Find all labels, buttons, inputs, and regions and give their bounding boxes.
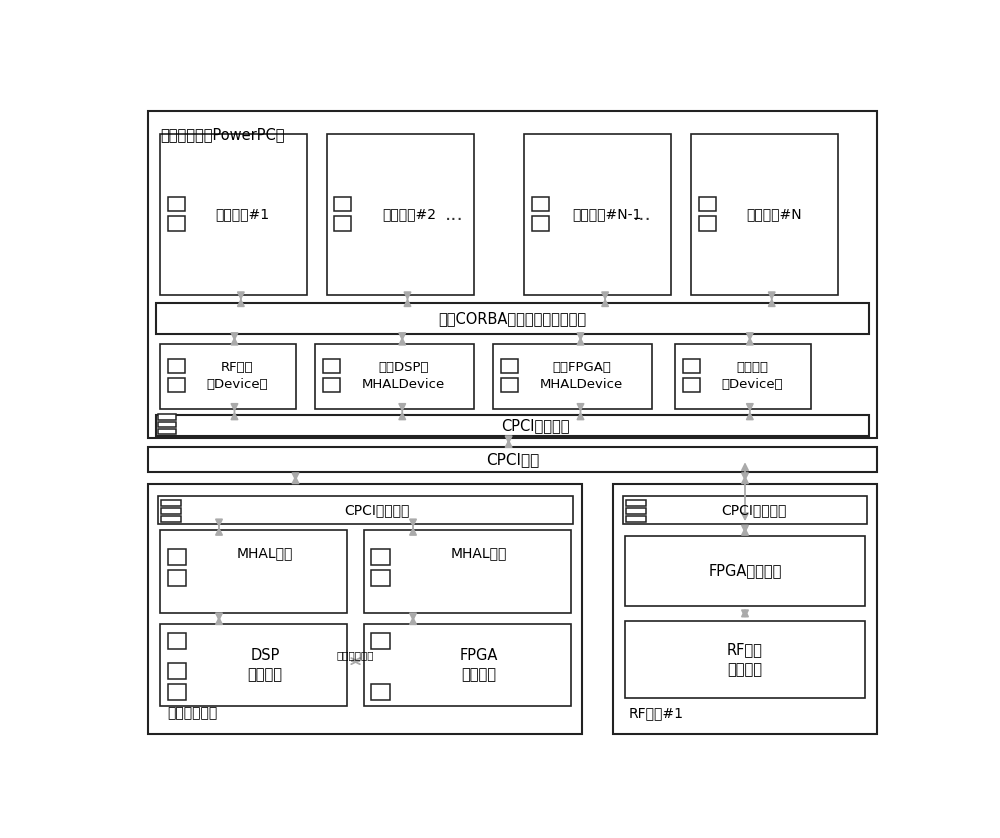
Text: 主控制模块（PowerPC）: 主控制模块（PowerPC） <box>160 127 284 142</box>
Bar <box>156 303 869 334</box>
Bar <box>626 508 646 515</box>
Text: 针对FPGA的
MHALDevice: 针对FPGA的 MHALDevice <box>540 361 623 391</box>
Bar <box>161 516 181 522</box>
Bar <box>323 378 340 392</box>
Bar <box>168 378 185 392</box>
Bar <box>148 484 582 734</box>
Bar <box>675 344 811 409</box>
Text: ...: ... <box>633 205 651 224</box>
Bar <box>148 447 877 473</box>
Text: FPGA控制逻辑: FPGA控制逻辑 <box>708 563 782 578</box>
Bar <box>371 633 390 649</box>
Text: 波形组件#N: 波形组件#N <box>746 208 801 221</box>
Bar <box>524 134 671 295</box>
Text: 本地设备
（Device）: 本地设备 （Device） <box>722 361 783 391</box>
Bar <box>158 422 176 427</box>
Bar <box>371 571 390 587</box>
Bar <box>160 530 347 613</box>
Bar <box>625 536 865 606</box>
Bar <box>326 134 474 295</box>
Text: DSP
软件模块: DSP 软件模块 <box>248 648 283 682</box>
Bar <box>168 633 186 649</box>
Text: CPCI总线: CPCI总线 <box>486 453 539 468</box>
Bar <box>371 684 390 701</box>
Text: RF模块
微波电路: RF模块 微波电路 <box>727 642 763 677</box>
Text: ...: ... <box>445 205 464 224</box>
Bar <box>626 516 646 522</box>
Bar <box>168 549 186 565</box>
Bar <box>168 571 186 587</box>
Bar <box>168 216 185 230</box>
Text: CPCI总线接口: CPCI总线接口 <box>722 503 787 517</box>
Bar <box>683 359 700 373</box>
Bar <box>158 414 176 420</box>
Text: 基于CORBA规范实现的软件总线: 基于CORBA规范实现的软件总线 <box>438 311 587 326</box>
Bar <box>168 684 186 701</box>
Bar <box>623 496 867 524</box>
Bar <box>691 134 838 295</box>
Bar <box>364 530 571 613</box>
Bar <box>168 663 186 679</box>
Text: 波形组件#N-1: 波形组件#N-1 <box>572 208 642 221</box>
Bar <box>158 496 573 524</box>
Bar <box>160 344 296 409</box>
Bar <box>315 344 474 409</box>
Bar <box>168 197 185 211</box>
Text: FPGA
软件模块: FPGA 软件模块 <box>460 648 498 682</box>
Bar <box>698 197 716 211</box>
Text: MHAL函数: MHAL函数 <box>237 546 293 561</box>
Bar <box>625 621 865 698</box>
Bar <box>148 111 877 437</box>
Text: 波形组件#2: 波形组件#2 <box>382 208 436 221</box>
Bar <box>532 216 549 230</box>
Bar <box>364 624 571 706</box>
Bar <box>683 378 700 392</box>
Text: 波形处理模块: 波形处理模块 <box>168 706 218 721</box>
Bar <box>161 508 181 515</box>
Bar <box>168 359 185 373</box>
Bar <box>334 216 351 230</box>
Bar <box>493 344 652 409</box>
Bar <box>323 359 340 373</box>
Text: 波形组件#1: 波形组件#1 <box>216 208 270 221</box>
Text: CPCI总线接口: CPCI总线接口 <box>344 503 410 517</box>
Text: RF设备
（Device）: RF设备 （Device） <box>206 361 268 391</box>
Bar <box>532 197 549 211</box>
Bar <box>613 484 877 734</box>
Bar <box>501 359 518 373</box>
Text: MHAL实体: MHAL实体 <box>451 546 507 561</box>
Bar <box>158 429 176 434</box>
Bar <box>626 500 646 506</box>
Text: 针对DSP的
MHALDevice: 针对DSP的 MHALDevice <box>362 361 445 391</box>
Text: RF模块#1: RF模块#1 <box>629 706 684 721</box>
Text: CPCI总线接口: CPCI总线接口 <box>502 418 570 433</box>
Bar <box>160 624 347 706</box>
Bar <box>156 415 869 437</box>
Text: 片间数据接口: 片间数据接口 <box>337 650 374 660</box>
Bar <box>160 134 307 295</box>
Bar <box>334 197 351 211</box>
Bar <box>698 216 716 230</box>
Bar <box>161 500 181 506</box>
Bar <box>371 549 390 565</box>
Bar <box>501 378 518 392</box>
